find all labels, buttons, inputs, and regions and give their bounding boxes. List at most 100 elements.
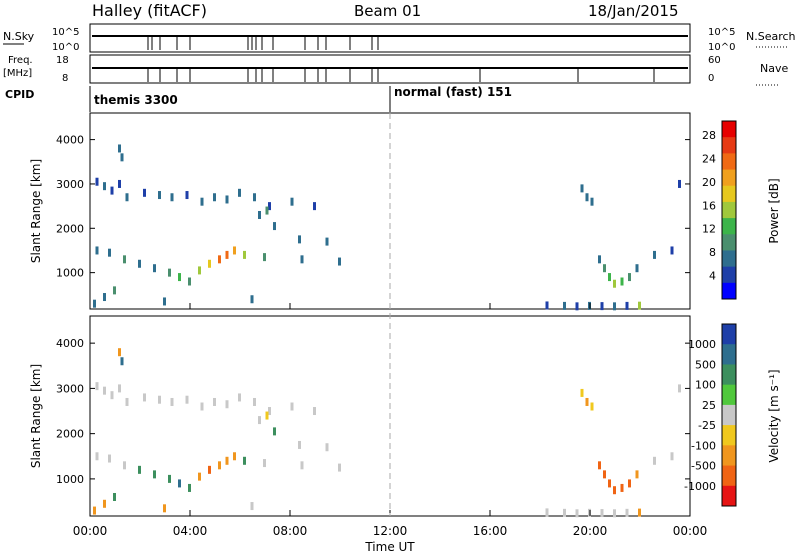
power-echo-4-12 bbox=[638, 301, 641, 310]
velocity-y-tick-label-3: 4000 bbox=[56, 337, 84, 350]
freq-trace bbox=[92, 67, 688, 82]
power-y-tick-label-0: 1000 bbox=[56, 267, 84, 280]
velocity-echo-0-7 bbox=[170, 397, 174, 406]
power-echo-3-10 bbox=[653, 250, 656, 259]
power-echo-2-3 bbox=[265, 206, 269, 215]
velocity-echo-0-9 bbox=[200, 402, 204, 411]
power-echo-4-10 bbox=[613, 302, 616, 311]
velocity-echo-1-0 bbox=[95, 452, 99, 461]
velocity-echo-0-4 bbox=[125, 397, 129, 406]
time-axis-label: Time UT bbox=[364, 540, 415, 554]
velocity-colorbar-tick-7: -1000 bbox=[684, 480, 716, 493]
power-echo-4-7 bbox=[575, 302, 579, 311]
power-echo-4-6 bbox=[563, 301, 566, 310]
power-echo-1-9 bbox=[208, 259, 211, 268]
power-echo-2-4 bbox=[273, 222, 276, 231]
nsky-tick-top: 10^5 bbox=[52, 27, 79, 38]
time-axis-tick-1: 04:00 bbox=[173, 524, 208, 538]
power-echo-1-0 bbox=[95, 246, 99, 255]
power-colorbar-swatch-8 bbox=[722, 250, 736, 268]
time-axis-tick-2: 08:00 bbox=[273, 524, 308, 538]
velocity-echo-1-8 bbox=[198, 472, 201, 481]
power-colorbar-frame bbox=[721, 120, 737, 300]
power-echo-3-7 bbox=[620, 277, 624, 286]
velocity-colorbar-swatch-4 bbox=[722, 404, 736, 426]
velocity-echo-4-9 bbox=[600, 509, 604, 518]
nsky-trace bbox=[92, 35, 688, 50]
velocity-echo-4-1 bbox=[103, 499, 106, 508]
power-echo-0-12 bbox=[238, 188, 241, 197]
power-colorbar-tick-5: 24 bbox=[702, 152, 716, 165]
power-colorbar-tick-2: 12 bbox=[702, 223, 716, 236]
power-echo-0-4 bbox=[125, 193, 129, 202]
nsky-frame bbox=[89, 23, 691, 53]
velocity-echo-2-1 bbox=[120, 357, 124, 366]
velocity-echo-2-3 bbox=[265, 411, 269, 420]
velocity-echo-4-5 bbox=[545, 508, 549, 517]
power-echo-1-2 bbox=[123, 255, 126, 264]
nsearch-tick-top: 10^5 bbox=[708, 27, 735, 38]
velocity-echo-0-0 bbox=[95, 382, 99, 391]
velocity-echo-3-3 bbox=[598, 461, 601, 470]
velocity-colorbar-swatch-1 bbox=[722, 344, 736, 365]
power-echo-1-11 bbox=[225, 250, 229, 259]
velocity-echo-0-15 bbox=[290, 402, 294, 411]
power-y-tick-label-1: 2000 bbox=[56, 222, 84, 235]
velocity-echo-4-11 bbox=[625, 508, 629, 517]
power-echo-3-4 bbox=[603, 264, 606, 273]
date-title: 18/Jan/2015 bbox=[588, 2, 679, 20]
freq-unit: [MHz] bbox=[3, 68, 32, 79]
velocity-colorbar-tick-2: 100 bbox=[695, 379, 716, 392]
velocity-echo-0-13 bbox=[253, 397, 256, 406]
velocity-y-tick-label-2: 3000 bbox=[56, 382, 84, 395]
velocity-echo-3-6 bbox=[613, 486, 616, 495]
velocity-echo-0-10 bbox=[213, 397, 216, 406]
power-echo-2-1 bbox=[120, 153, 124, 162]
freq-label: Freq. bbox=[8, 55, 33, 66]
power-echo-2-2 bbox=[258, 210, 261, 219]
power-echo-3-1 bbox=[585, 193, 589, 202]
velocity-echo-4-6 bbox=[563, 508, 566, 517]
velocity-colorbar-label: Velocity [m s⁻¹] bbox=[767, 369, 781, 462]
power-echo-3-5 bbox=[608, 273, 611, 282]
power-echo-4-1 bbox=[103, 293, 106, 302]
velocity-echo-0-11 bbox=[225, 400, 229, 409]
velocity-echo-2-5 bbox=[298, 440, 301, 449]
velocity-colorbar-tick-5: -100 bbox=[691, 439, 716, 452]
power-echo-4-2 bbox=[113, 286, 116, 295]
velocity-echo-4-12 bbox=[638, 508, 641, 517]
velocity-echo-2-4 bbox=[273, 427, 276, 436]
velocity-echo-3-1 bbox=[585, 397, 589, 406]
power-echo-1-16 bbox=[338, 257, 341, 266]
power-echo-0-15 bbox=[290, 197, 294, 206]
velocity-colorbar-tick-4: -25 bbox=[698, 419, 716, 432]
velocity-y-tick-label-1: 2000 bbox=[56, 428, 84, 441]
power-data-layer bbox=[93, 144, 681, 311]
power-echo-0-1 bbox=[103, 182, 106, 191]
velocity-colorbar-swatch-2 bbox=[722, 364, 736, 386]
power-echo-3-11 bbox=[670, 246, 674, 255]
velocity-echo-0-8 bbox=[185, 395, 189, 404]
power-echo-0-13 bbox=[253, 193, 256, 202]
power-echo-3-2 bbox=[590, 197, 594, 206]
power-echo-1-12 bbox=[233, 246, 236, 255]
power-echo-1-8 bbox=[198, 266, 201, 275]
power-echo-0-10 bbox=[213, 193, 216, 202]
velocity-colorbar-tick-6: -500 bbox=[691, 460, 716, 473]
freq-frame bbox=[89, 54, 691, 84]
power-echo-0-9 bbox=[200, 197, 204, 206]
power-echo-3-6 bbox=[613, 279, 616, 288]
velocity-echo-0-1 bbox=[103, 386, 106, 395]
velocity-colorbar-swatch-8 bbox=[722, 485, 736, 507]
velocity-echo-4-4 bbox=[250, 502, 254, 511]
power-echo-3-9 bbox=[635, 264, 639, 273]
cpid-segment-2: normal (fast) 151 bbox=[394, 85, 512, 99]
velocity-echo-1-9 bbox=[208, 465, 211, 474]
velocity-colorbar-swatch-3 bbox=[722, 384, 736, 406]
cpid-segment-1: themis 3300 bbox=[94, 93, 178, 107]
velocity-echo-1-2 bbox=[123, 461, 126, 470]
velocity-echo-1-12 bbox=[233, 452, 236, 461]
nsky-tick-bottom: 10^0 bbox=[52, 42, 79, 53]
velocity-colorbar-frame bbox=[721, 323, 737, 507]
velocity-echo-0-16 bbox=[313, 407, 316, 416]
